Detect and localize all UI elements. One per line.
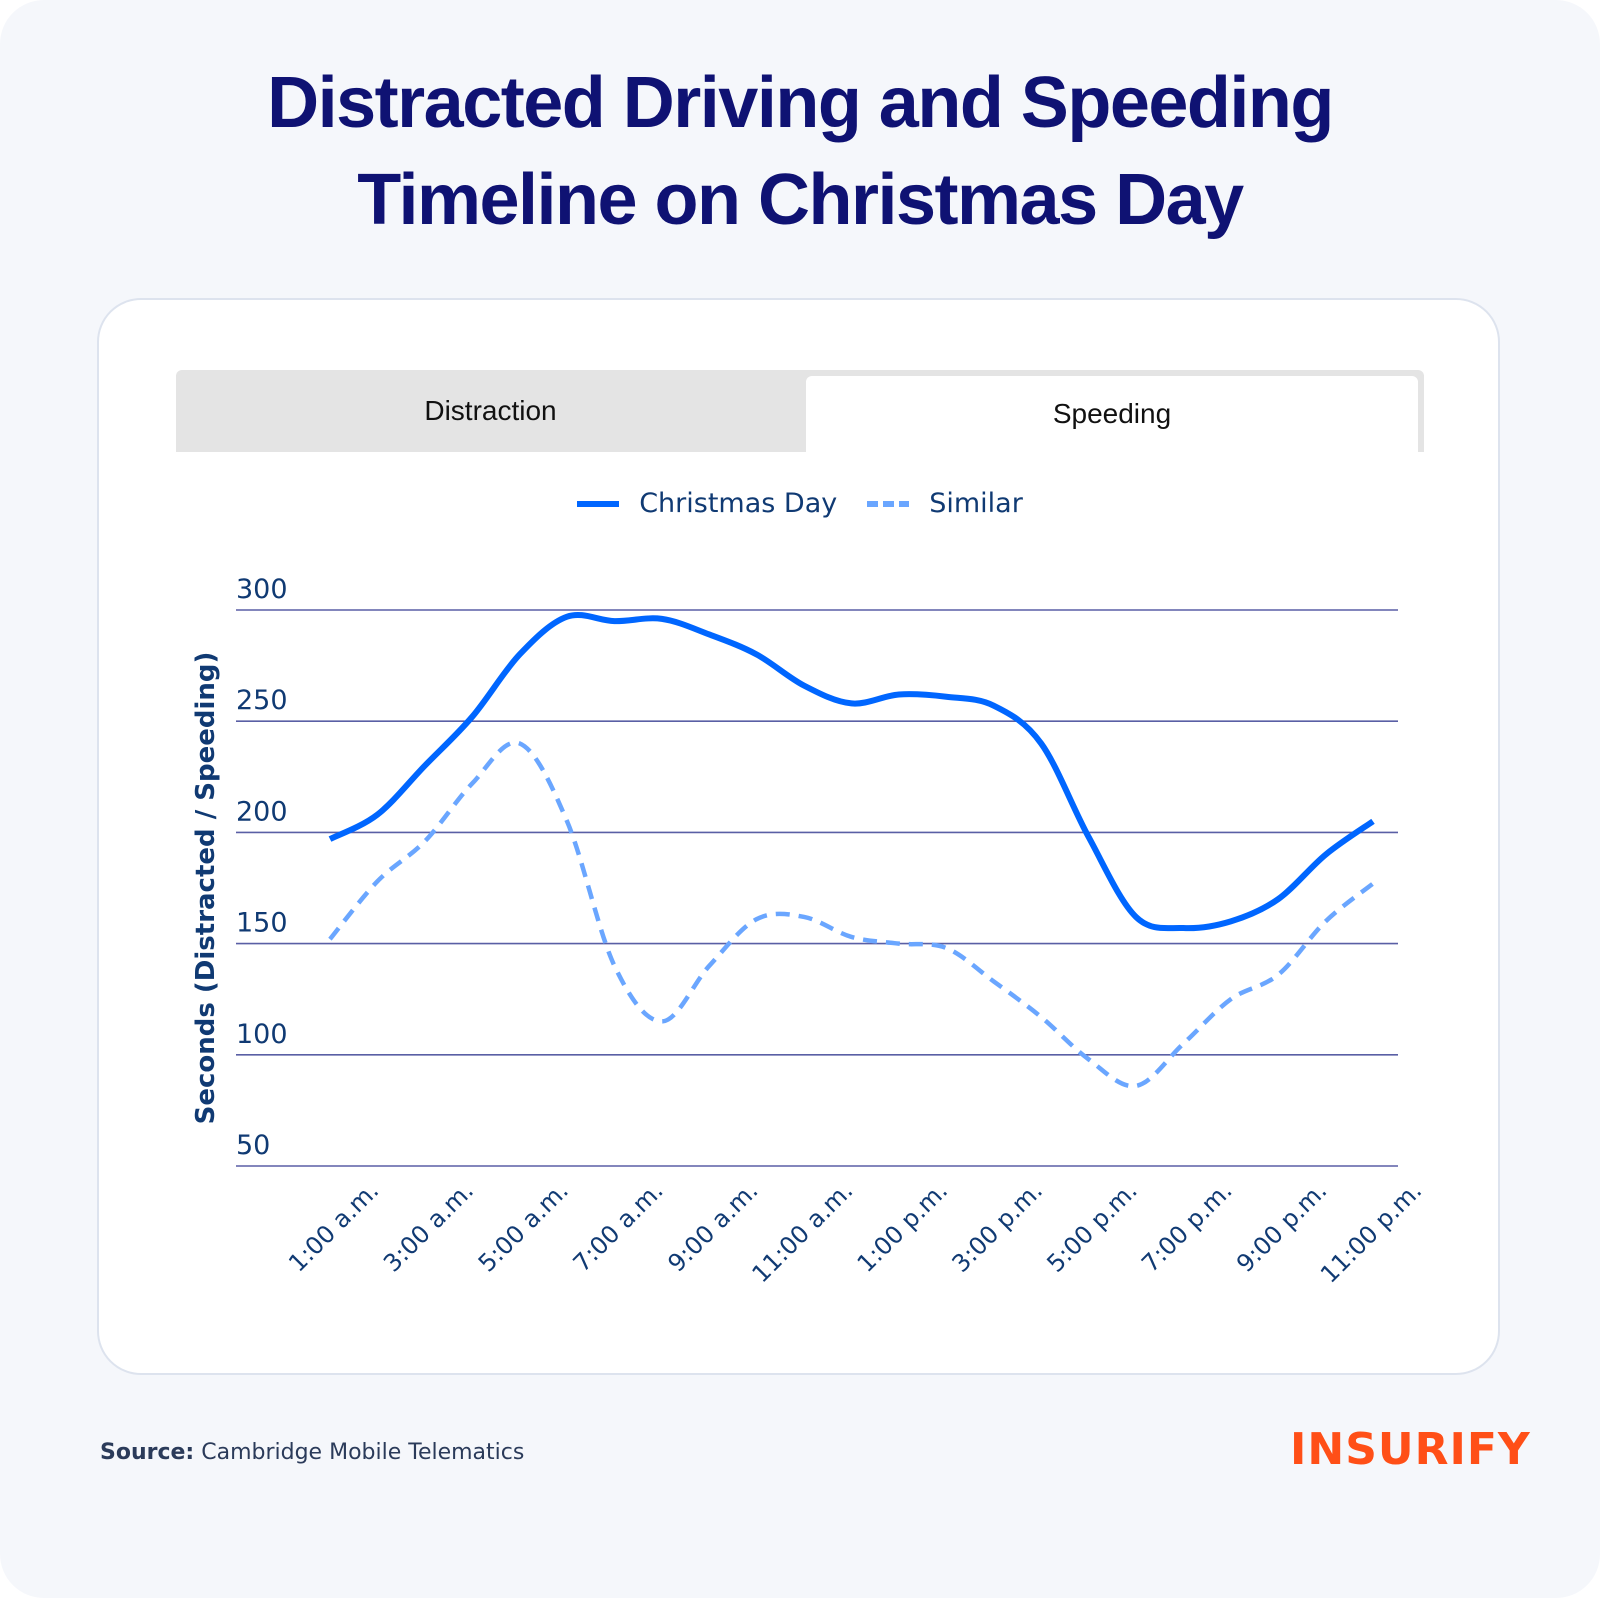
source-text: Cambridge Mobile Telematics: [201, 1440, 525, 1465]
tab-bar: Distraction Speeding: [176, 370, 1424, 452]
x-tick-label: 1:00 p.m.: [852, 1176, 953, 1277]
dashed-line-icon: [867, 500, 910, 507]
x-tick-label: 3:00 p.m.: [947, 1176, 1048, 1277]
x-tick-label: 9:00 p.m.: [1231, 1176, 1332, 1277]
y-tick-label: 300: [236, 574, 288, 605]
tab-speeding[interactable]: Speeding: [806, 376, 1418, 452]
insurify-logo: INSURIFY: [1290, 1424, 1531, 1475]
y-tick-label: 200: [236, 796, 288, 827]
legend-label-christmas: Christmas Day: [639, 488, 838, 519]
title-line-1: Distracted Driving and Speeding: [267, 63, 1334, 143]
x-tick-label: 5:00 a.m.: [473, 1176, 574, 1277]
x-tick-label: 7:00 p.m.: [1136, 1176, 1237, 1277]
tab-distraction[interactable]: Distraction: [424, 395, 557, 426]
page-title: Distracted Driving and Speeding Timeline…: [0, 55, 1600, 249]
x-tick-label: 1:00 a.m.: [283, 1176, 384, 1277]
series-line-similar: [328, 740, 1375, 1089]
x-tick-label: 5:00 p.m.: [1041, 1176, 1142, 1277]
x-tick-label: 11:00 a.m.: [747, 1176, 859, 1288]
legend-label-similar: Similar: [929, 488, 1023, 519]
legend-item-similar: Similar: [867, 488, 1023, 519]
y-tick-label: 250: [236, 685, 288, 716]
series-line-christmas-day: [328, 611, 1375, 932]
solid-line-icon: [577, 500, 620, 507]
x-tick-label: 7:00 a.m.: [568, 1176, 669, 1277]
legend-item-christmas: Christmas Day: [577, 488, 837, 519]
source-note: Source: Cambridge Mobile Telematics: [100, 1440, 524, 1465]
y-axis-title: Seconds (Distracted / Speeding): [191, 652, 221, 1125]
x-tick-label: 3:00 a.m.: [378, 1176, 479, 1277]
x-tick-label: 9:00 a.m.: [662, 1176, 763, 1277]
title-line-2: Timeline on Christmas Day: [357, 160, 1244, 240]
x-tick-label: 11:00 p.m.: [1315, 1176, 1427, 1288]
chart-legend: Christmas Day Similar: [0, 488, 1600, 519]
y-tick-label: 100: [236, 1019, 288, 1050]
y-tick-label: 50: [236, 1130, 270, 1161]
y-tick-label: 150: [236, 908, 288, 939]
source-label: Source:: [100, 1440, 195, 1465]
